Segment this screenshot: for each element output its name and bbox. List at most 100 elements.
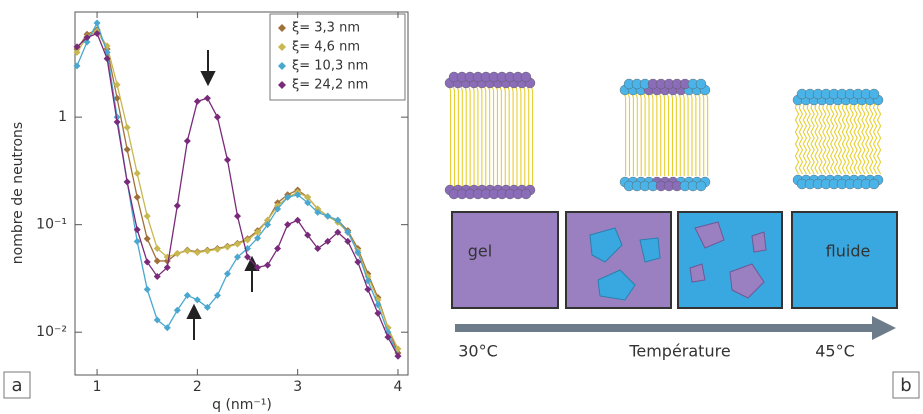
lipid-tail (849, 101, 854, 175)
data-point (364, 277, 372, 285)
data-point (163, 263, 171, 271)
lipid-tail (693, 91, 697, 176)
data-point (143, 212, 151, 220)
data-point (153, 316, 161, 324)
x-tick-label: 3 (293, 379, 302, 395)
data-point (83, 38, 91, 46)
data-point (113, 113, 121, 121)
lipid-tail (526, 84, 530, 187)
lipid-tail (833, 101, 839, 175)
panel-label: b (900, 375, 911, 396)
data-point (183, 247, 191, 255)
data-point (133, 226, 141, 234)
data-point (123, 146, 131, 154)
data-point (203, 247, 211, 255)
data-point (364, 285, 372, 293)
data-point (223, 243, 231, 251)
legend-label: ξ= 3,3 nm (292, 21, 360, 36)
data-point (223, 156, 231, 164)
panel-label-box (892, 371, 920, 399)
legend-marker (278, 81, 286, 89)
lipid-tail (491, 84, 495, 187)
data-point (93, 29, 101, 37)
lipid-tail (826, 101, 831, 175)
legend-marker (278, 62, 286, 70)
phase-label: fluide (826, 242, 871, 261)
data-point (93, 19, 101, 27)
lipid-tail (865, 101, 870, 175)
data-point (264, 221, 272, 229)
lipid-head (520, 188, 532, 200)
temperature-label: Température (628, 342, 730, 361)
lipid-tail (514, 84, 518, 187)
lipid-tail (861, 101, 866, 175)
phase-label: gel (468, 242, 492, 261)
lipid-tail (798, 101, 804, 175)
y-axis-label: nombre de neutrons (10, 122, 26, 264)
data-point (394, 352, 402, 360)
lipid-tail (456, 84, 459, 187)
data-point (123, 124, 131, 132)
lipid-tail (631, 91, 634, 176)
temperature-arrow (455, 316, 896, 340)
data-point (324, 237, 332, 245)
plot-frame (74, 11, 409, 376)
lipid-tail (876, 101, 882, 175)
lipid-tail (646, 91, 650, 176)
phase-squares (451, 211, 898, 309)
data-point (254, 263, 262, 271)
lipid-tail (841, 101, 847, 175)
lipid-tail (464, 84, 467, 187)
data-point (213, 245, 221, 253)
lipid-tail (697, 91, 701, 176)
data-point (314, 208, 322, 216)
data-point (193, 249, 201, 257)
lipid-head (695, 78, 707, 90)
lipid-tail (518, 84, 522, 187)
data-point (244, 253, 252, 261)
lipid-tail (837, 101, 843, 175)
membranes (444, 71, 884, 200)
data-point (233, 240, 241, 248)
data-point (193, 97, 201, 105)
data-point (284, 193, 292, 201)
lipid-tail (666, 91, 670, 176)
data-point (314, 245, 322, 253)
lipid-tail (810, 101, 815, 175)
lipid-tail (479, 84, 483, 187)
data-point (384, 333, 392, 341)
data-point (73, 62, 81, 70)
lipid-tail (635, 91, 638, 176)
arrows (186, 50, 260, 340)
lipid-tail (701, 91, 705, 176)
legend-marker (278, 24, 286, 32)
y-tick-label: 1 (58, 109, 67, 125)
data-point (354, 258, 362, 266)
data-point (254, 228, 262, 236)
lipid-head (520, 71, 532, 83)
data-point (334, 228, 342, 236)
data-point (274, 245, 282, 253)
lipid-tail (475, 84, 479, 187)
data-point (213, 113, 221, 121)
data-point (294, 191, 302, 199)
data-point (113, 118, 121, 126)
data-point (294, 216, 302, 224)
data-point (153, 272, 161, 280)
data-point (264, 261, 272, 269)
legend-label: ξ= 24,2 nm (292, 78, 368, 93)
lipid-tail (853, 101, 858, 175)
data-point (73, 43, 81, 51)
data-point (183, 291, 191, 299)
data-point (344, 237, 352, 245)
lipid-tail (685, 91, 689, 176)
lipid-tail (822, 101, 827, 175)
lipid-tail (872, 101, 878, 175)
lipid-tail (654, 91, 658, 176)
data-point (173, 202, 181, 210)
lipid-head (868, 88, 880, 100)
lipid-head (868, 178, 880, 190)
lipid-tail (829, 101, 835, 175)
lipid-tail (689, 91, 693, 176)
data-point (233, 212, 241, 220)
